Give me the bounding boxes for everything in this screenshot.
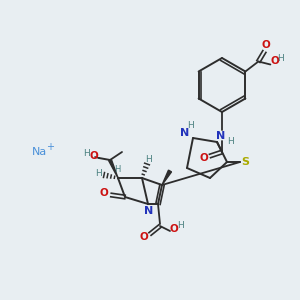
Text: H: H [188,122,194,130]
Text: O: O [169,224,178,234]
Text: O: O [270,56,279,67]
Text: H: H [146,154,152,164]
Text: O: O [100,188,108,198]
Text: Na: Na [32,147,47,157]
Text: H: H [177,220,183,230]
Text: H: H [226,136,233,146]
Text: H: H [94,169,101,178]
Text: N: N [180,128,190,138]
Text: +: + [46,142,54,152]
Text: O: O [90,151,98,161]
Text: N: N [144,206,154,216]
Polygon shape [109,159,118,178]
Text: O: O [200,153,208,163]
Polygon shape [162,170,172,185]
Text: O: O [261,40,270,50]
Text: S: S [241,157,249,167]
Text: H: H [114,166,120,175]
Text: N: N [216,131,226,141]
Text: H: H [82,148,89,158]
Text: H: H [277,54,284,63]
Text: O: O [140,232,148,242]
